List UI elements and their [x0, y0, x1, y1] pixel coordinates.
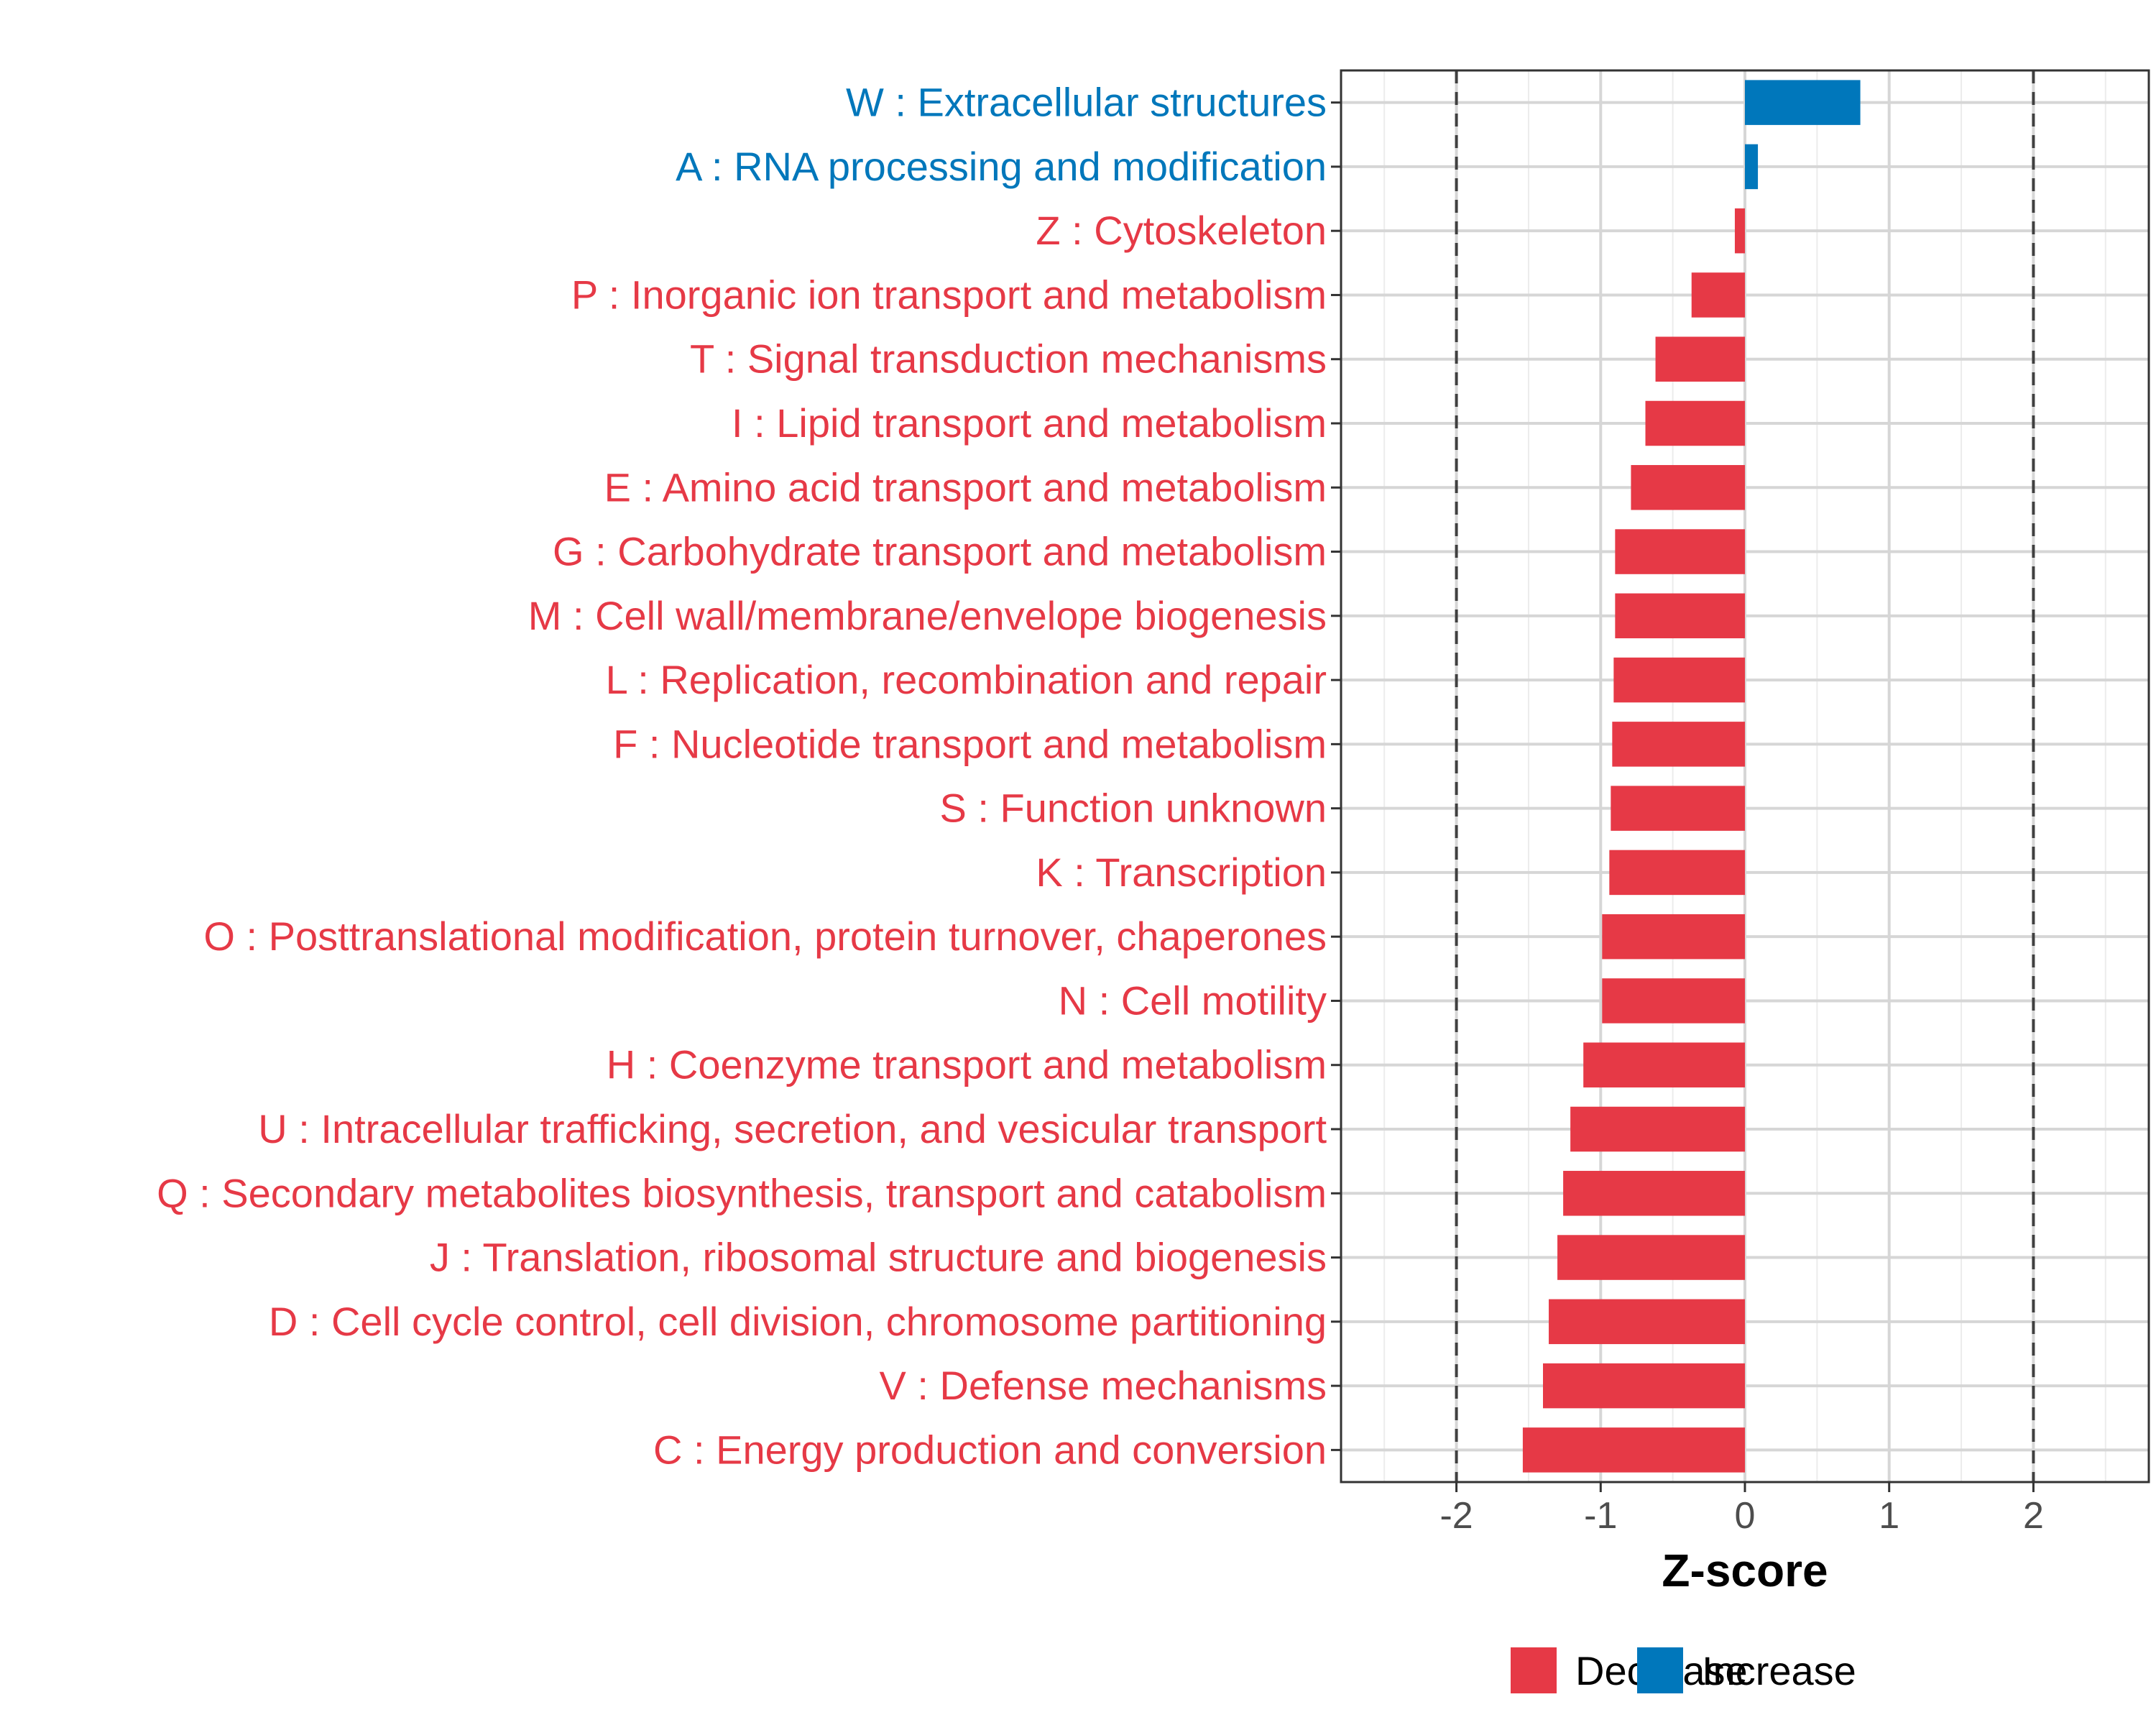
bar	[1631, 465, 1745, 510]
category-label: D : Cell cycle control, cell division, c…	[269, 1299, 1327, 1344]
bar	[1612, 722, 1745, 767]
category-label: P : Inorganic ion transport and metaboli…	[571, 272, 1327, 317]
category-label: G : Carbohydrate transport and metabolis…	[553, 529, 1327, 574]
bar	[1602, 914, 1745, 960]
x-tick-label: 0	[1735, 1495, 1756, 1537]
category-label: A : RNA processing and modification	[676, 144, 1327, 189]
x-tick-label: 1	[1879, 1495, 1899, 1537]
category-label: K : Transcription	[1036, 850, 1327, 895]
bar	[1734, 208, 1745, 254]
category-label: N : Cell motility	[1059, 978, 1327, 1023]
category-label: J : Translation, ribosomal structure and…	[430, 1235, 1327, 1280]
category-label: I : Lipid transport and metabolism	[732, 400, 1327, 446]
category-label: T : Signal transduction mechanisms	[690, 336, 1327, 382]
bar	[1655, 336, 1745, 382]
x-axis-title: Z-score	[1662, 1545, 1828, 1596]
x-axis-ticks	[1455, 1482, 2035, 1492]
bar	[1615, 593, 1745, 639]
category-label: E : Amino acid transport and metabolism	[604, 464, 1327, 510]
bar	[1557, 1235, 1745, 1280]
bar	[1613, 657, 1745, 703]
bar	[1645, 400, 1745, 446]
bar	[1583, 1042, 1745, 1087]
bar	[1549, 1299, 1745, 1345]
bar	[1570, 1106, 1745, 1152]
category-label: U : Intracellular trafficking, secretion…	[258, 1106, 1327, 1151]
x-gridlines	[1383, 70, 2106, 1482]
category-label: L : Replication, recombination and repai…	[606, 657, 1327, 702]
reference-lines	[1455, 70, 2035, 1482]
bar	[1615, 529, 1745, 574]
legend-swatch	[1511, 1647, 1557, 1693]
bar	[1745, 144, 1759, 190]
category-label: C : Energy production and conversion	[653, 1427, 1327, 1472]
x-axis-labels: -2 -1 0 1 2	[1439, 1495, 2043, 1537]
x-tick-label: 2	[2023, 1495, 2044, 1537]
category-label: W : Extracellular structures	[846, 80, 1327, 125]
category-label: Z : Cytoskeleton	[1036, 208, 1327, 253]
bar	[1611, 786, 1745, 831]
bar	[1602, 978, 1745, 1024]
bar	[1522, 1427, 1745, 1473]
y-axis-labels: W : Extracellular structures A : RNA proc…	[157, 80, 1327, 1473]
category-label: F : Nucleotide transport and metabolism	[613, 721, 1327, 766]
bar	[1691, 272, 1745, 318]
bar	[1563, 1171, 1745, 1216]
category-label: H : Coenzyme transport and metabolism	[607, 1042, 1327, 1087]
category-label: M : Cell wall/membrane/envelope biogenes…	[528, 593, 1327, 638]
bars	[1522, 80, 1861, 1473]
category-label: O : Posttranslational modification, prot…	[203, 914, 1327, 959]
category-label: S : Function unknown	[939, 786, 1327, 831]
bar	[1609, 850, 1745, 896]
legend: DecreaseIncrease	[1511, 1647, 1856, 1693]
y-axis-ticks	[1331, 101, 1341, 1451]
legend-label: Increase	[1702, 1648, 1856, 1693]
legend-swatch	[1637, 1647, 1683, 1693]
category-label: Q : Secondary metabolites biosynthesis, …	[157, 1170, 1327, 1215]
bar	[1745, 80, 1861, 125]
category-label: V : Defense mechanisms	[880, 1363, 1327, 1408]
x-tick-label: -2	[1439, 1495, 1473, 1537]
bar	[1543, 1363, 1745, 1409]
x-tick-label: -1	[1584, 1495, 1617, 1537]
